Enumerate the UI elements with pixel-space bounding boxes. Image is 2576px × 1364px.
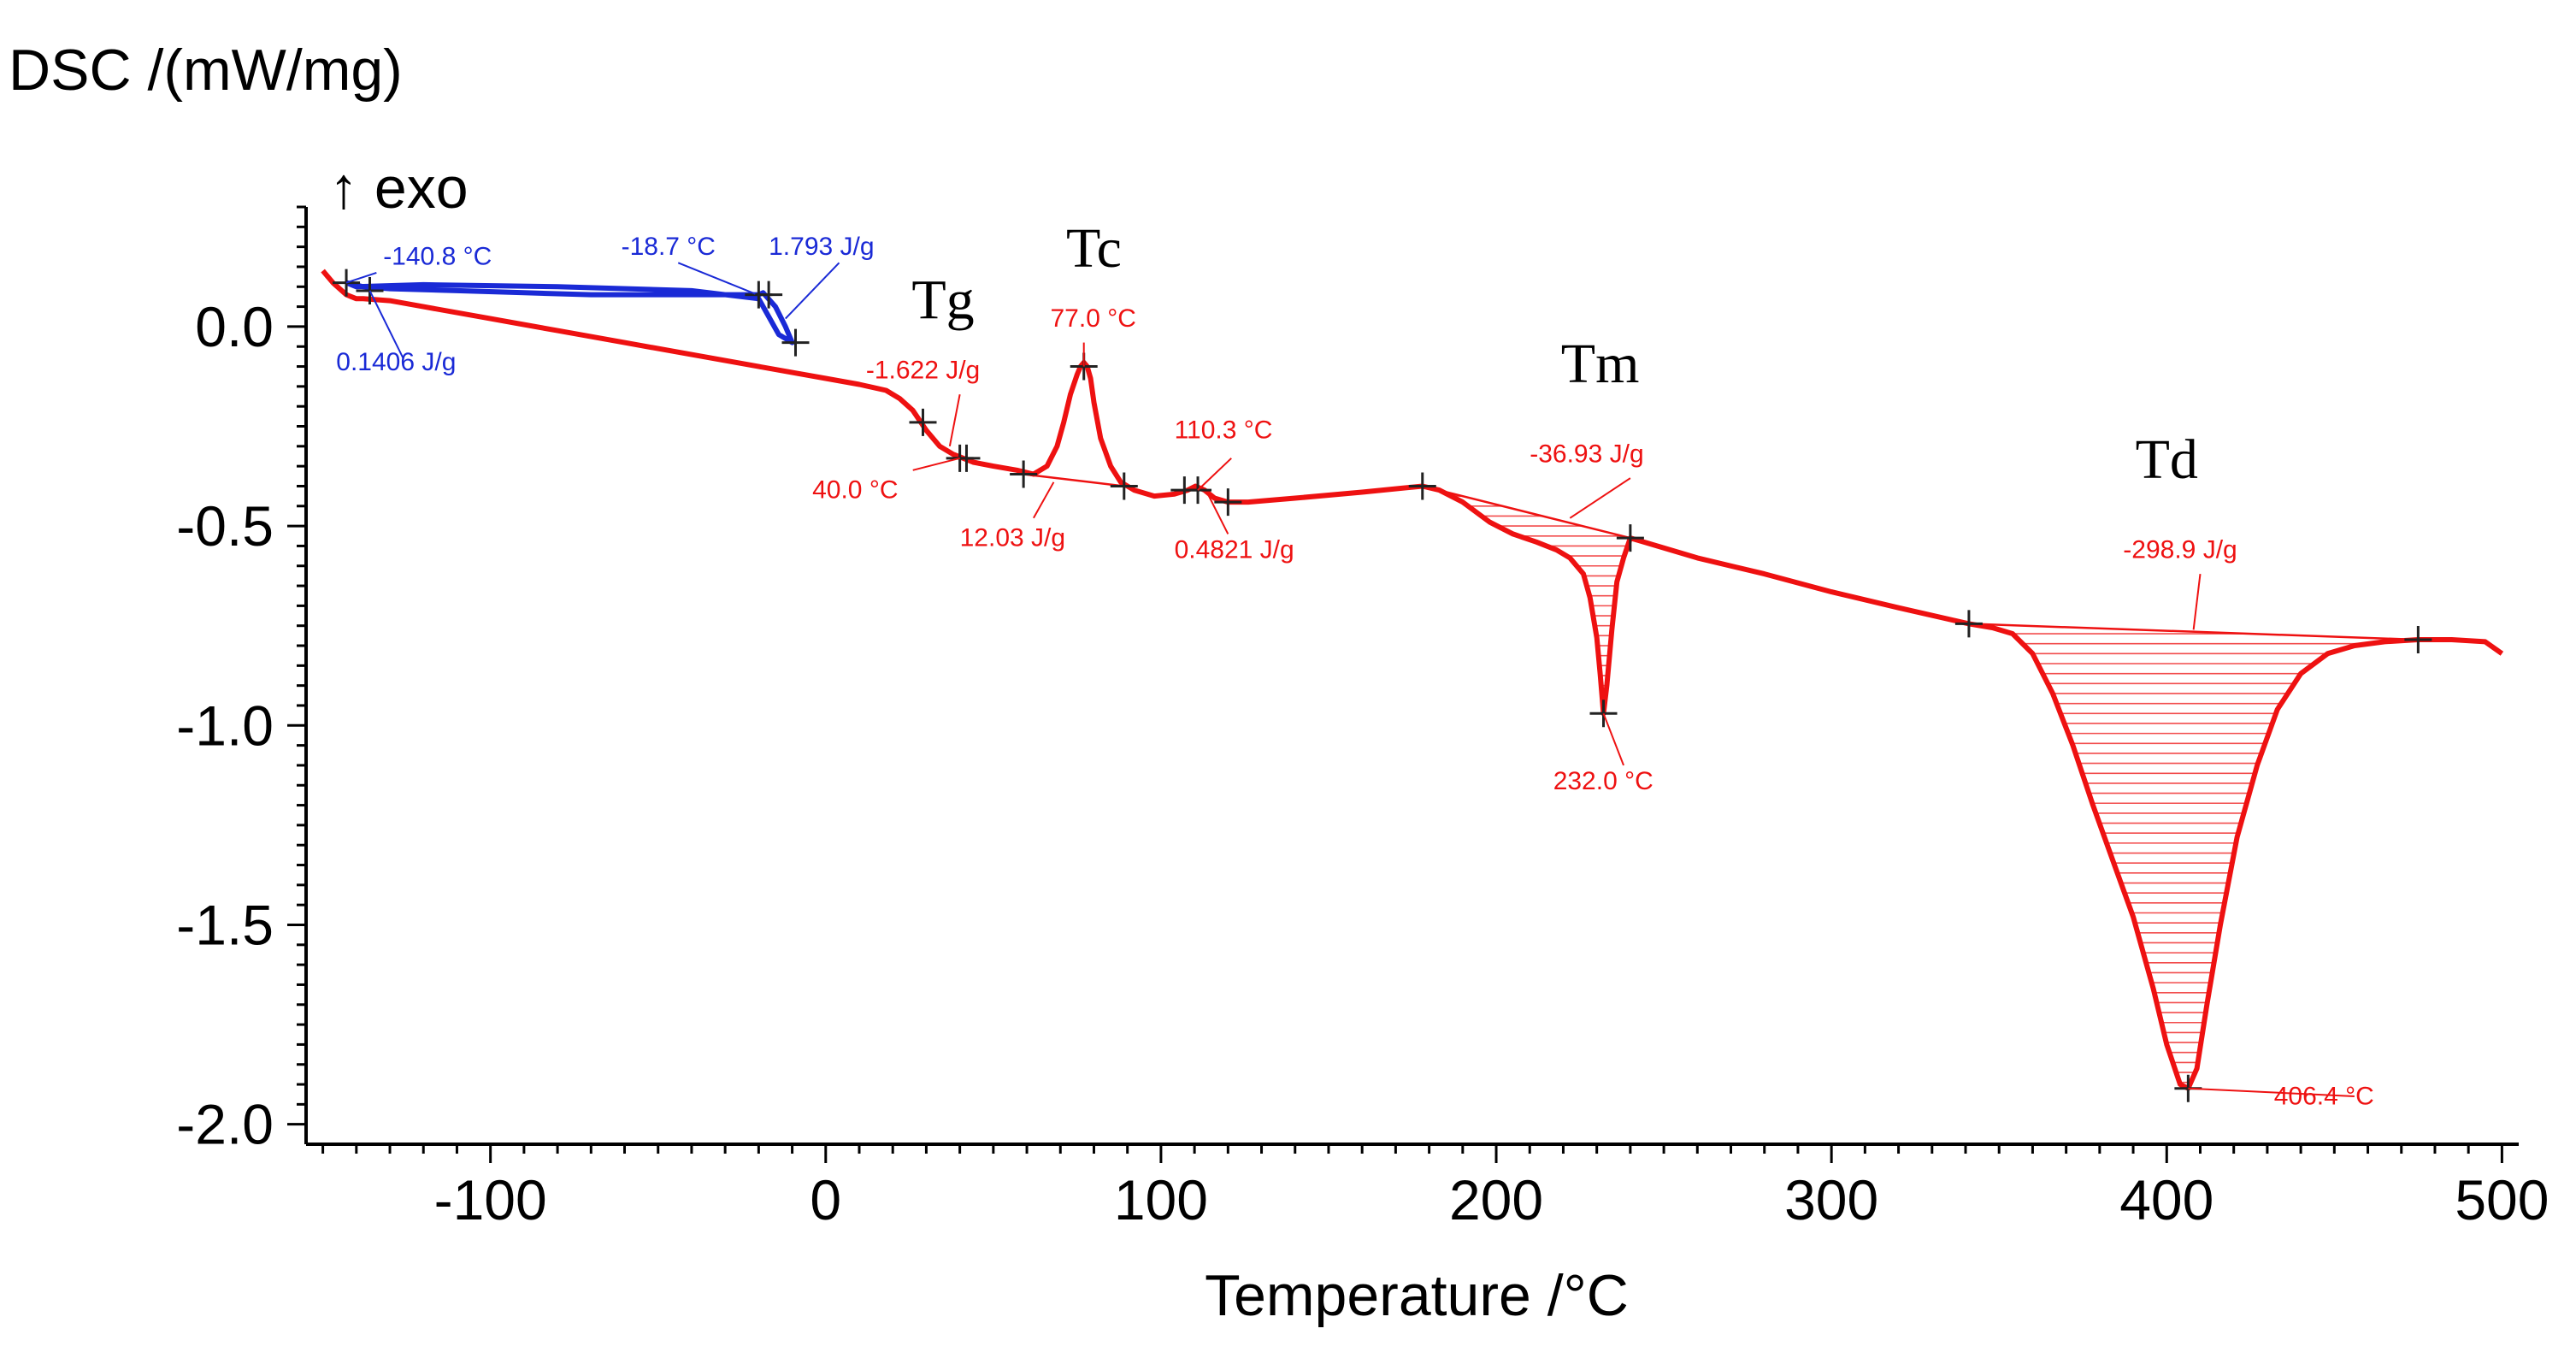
y-tick-label: -1.0 bbox=[176, 694, 274, 757]
annotation-leader-line bbox=[2192, 573, 2202, 630]
marker-cross bbox=[755, 280, 783, 309]
marker-cross bbox=[1184, 476, 1212, 505]
annotation-leader-line bbox=[912, 457, 960, 471]
annotation-leader-line bbox=[677, 262, 756, 295]
annotation-label: 12.03 J/g bbox=[960, 523, 1065, 552]
phase-label-tc: Tc bbox=[1066, 217, 1122, 280]
y-axis-label: DSC /(mW/mg) bbox=[9, 38, 403, 103]
marker-cross bbox=[1616, 524, 1644, 552]
x-tick-label: 400 bbox=[2119, 1168, 2213, 1231]
exo-direction-label: ↑ exo bbox=[329, 156, 469, 221]
x-tick-label: 100 bbox=[1114, 1168, 1208, 1231]
annotation-label: -18.7 °C bbox=[622, 233, 716, 261]
annotation-label: 406.4 °C bbox=[2274, 1082, 2374, 1110]
x-tick-label: 200 bbox=[1449, 1168, 1543, 1231]
annotation-leader-line bbox=[948, 394, 961, 447]
annotation-label: 232.0 °C bbox=[1553, 767, 1653, 795]
x-axis-label: Temperature /°C bbox=[1205, 1263, 1629, 1328]
baseline-tm bbox=[1422, 485, 1631, 540]
y-tick-label: -2.0 bbox=[176, 1093, 274, 1156]
marker-cross bbox=[356, 276, 384, 304]
marker-cross bbox=[781, 328, 810, 357]
annotation-leader-line bbox=[1206, 493, 1229, 534]
annotation-leader-line bbox=[1602, 712, 1624, 766]
y-tick-label: -1.5 bbox=[176, 893, 274, 956]
baseline-tc bbox=[1023, 473, 1124, 487]
x-tick-label: 0 bbox=[810, 1168, 841, 1231]
x-tick-label: 500 bbox=[2455, 1168, 2549, 1231]
marker-cross bbox=[1010, 460, 1038, 488]
marker-cross bbox=[1110, 472, 1138, 500]
annotation-leader-line bbox=[1569, 477, 1631, 519]
x-tick-label: 300 bbox=[1784, 1168, 1878, 1231]
annotation-label: -140.8 °C bbox=[383, 243, 492, 271]
y-tick-label: 0.0 bbox=[195, 295, 274, 358]
x-tick-label: -100 bbox=[434, 1168, 547, 1231]
marker-cross bbox=[909, 408, 937, 436]
phase-label-tm: Tm bbox=[1561, 333, 1640, 395]
y-tick-label: -0.5 bbox=[176, 494, 274, 558]
annotation-label: 77.0 °C bbox=[1051, 304, 1136, 333]
annotation-label: -298.9 J/g bbox=[2123, 535, 2237, 564]
annotation-leader-line bbox=[345, 272, 377, 284]
annotation-label: 40.0 °C bbox=[812, 475, 898, 504]
annotation-leader-line bbox=[368, 290, 404, 359]
heating-curve-red bbox=[321, 269, 2504, 1091]
marker-cross bbox=[1954, 610, 1983, 638]
baseline-td bbox=[1968, 623, 2419, 641]
annotation-leader-line bbox=[1197, 458, 1232, 491]
phase-label-tg: Tg bbox=[911, 269, 974, 332]
annotation-label: -1.622 J/g bbox=[866, 357, 980, 385]
annotation-leader-line bbox=[785, 262, 840, 320]
marker-cross bbox=[2404, 626, 2432, 654]
annotation-label: 1.793 J/g bbox=[769, 233, 874, 261]
annotation-label: 0.4821 J/g bbox=[1175, 535, 1294, 564]
annotation-leader-line bbox=[1033, 481, 1055, 519]
annotation-label: 110.3 °C bbox=[1175, 416, 1273, 445]
phase-label-td: Td bbox=[2136, 428, 2198, 491]
annotation-label: 0.1406 J/g bbox=[336, 348, 456, 376]
annotation-label: -36.93 J/g bbox=[1530, 440, 1643, 468]
annotation-leader-line bbox=[2188, 1087, 2355, 1098]
marker-cross bbox=[1408, 472, 1436, 500]
marker-cross bbox=[1214, 488, 1242, 517]
